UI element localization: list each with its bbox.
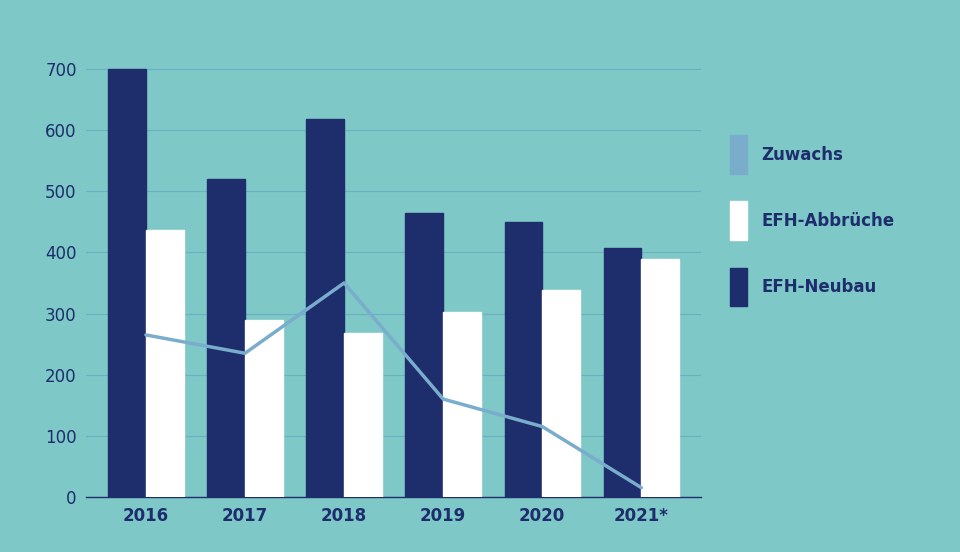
Bar [108, 69, 146, 497]
Bar [405, 213, 444, 497]
Bar [306, 119, 344, 497]
Bar [505, 222, 542, 497]
Text: Zuwachs: Zuwachs [761, 146, 843, 163]
Bar [344, 333, 382, 497]
Text: EFH-Neubau: EFH-Neubau [761, 278, 876, 296]
Bar [207, 179, 245, 497]
Bar [146, 230, 183, 497]
Bar [444, 312, 481, 497]
Text: EFH-Abbrüche: EFH-Abbrüche [761, 212, 895, 230]
Bar [604, 248, 641, 497]
Bar [245, 320, 282, 497]
Bar [641, 258, 679, 497]
Bar [542, 290, 580, 497]
